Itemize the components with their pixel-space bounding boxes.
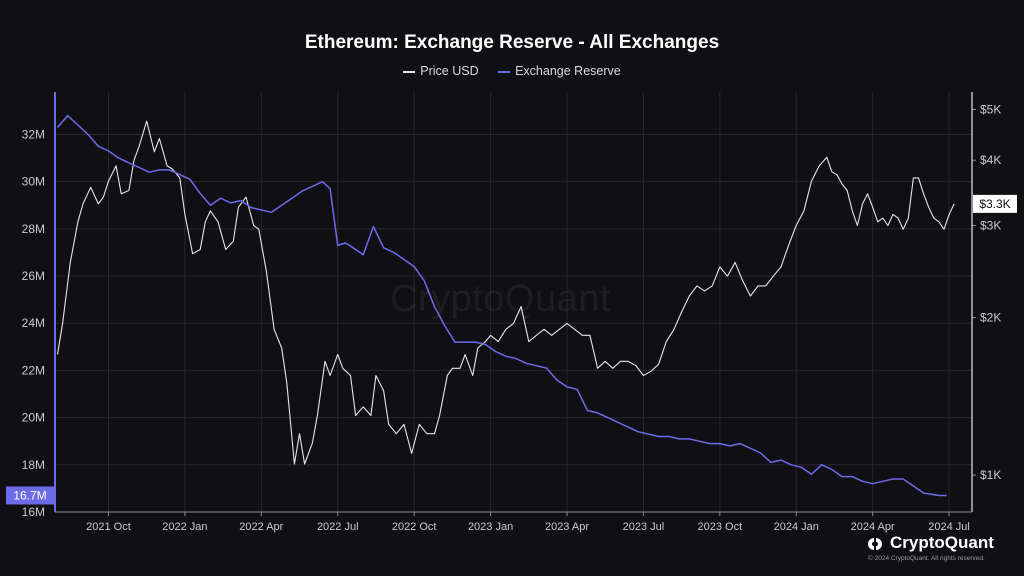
- brand-name: CryptoQuant: [890, 533, 994, 552]
- left-tick-label: 30M: [22, 175, 45, 189]
- x-tick-label: 2023 Apr: [545, 521, 589, 533]
- x-tick-label: 2023 Jan: [468, 521, 513, 533]
- x-tick-label: 2022 Jan: [162, 521, 207, 533]
- watermark: CryptoQuant: [390, 278, 611, 320]
- left-current-badge: [6, 486, 54, 505]
- x-tick-label: 2022 Apr: [239, 521, 283, 533]
- legend-item-price[interactable]: Price USD: [403, 64, 479, 78]
- left-tick-label: 16M: [22, 505, 45, 519]
- legend-label-reserve: Exchange Reserve: [515, 64, 621, 78]
- right-axis-ticks: $1K $2K $3K $4K $5K: [972, 102, 1001, 482]
- left-tick-label: 28M: [22, 222, 45, 236]
- brand-logo: CryptoQuant: [866, 533, 994, 553]
- x-tick-label: 2023 Oct: [698, 521, 743, 533]
- left-tick-label: 20M: [22, 411, 45, 425]
- copyright-text: © 2024 CryptoQuant. All rights reserved.: [868, 555, 985, 562]
- value-badges: 16.7M $3.3K: [6, 194, 1017, 505]
- axes-layer: [54, 92, 973, 513]
- x-tick-label: 2024 Apr: [851, 521, 895, 533]
- legend-swatch-reserve: [498, 70, 511, 73]
- right-tick-label: $1K: [980, 468, 1001, 482]
- x-tick-label: 2022 Oct: [392, 521, 437, 533]
- x-tick-label: 2024 Jan: [774, 521, 819, 533]
- left-current-label: 16.7M: [13, 488, 46, 502]
- legend: Price USD Exchange Reserve: [0, 64, 1024, 78]
- x-tick-label: 2021 Oct: [86, 521, 131, 533]
- x-axis-ticks: 2021 Oct 2022 Jan 2022 Apr 2022 Jul 2022 Oct…: [86, 512, 970, 533]
- series-line-price: [56, 120, 955, 465]
- legend-item-reserve[interactable]: Exchange Reserve: [498, 64, 621, 78]
- chart-title: Ethereum: Exchange Reserve - All Exchang…: [304, 32, 720, 53]
- right-tick-label: $4K: [980, 153, 1001, 167]
- left-tick-label: 24M: [22, 316, 45, 330]
- x-tick-label: 2023 Jul: [623, 521, 665, 533]
- right-tick-label: $5K: [980, 102, 1001, 116]
- left-tick-label: 32M: [22, 127, 45, 141]
- right-current-label: $3.3K: [979, 197, 1010, 211]
- left-axis-ticks: 16M 18M 20M 22M 24M 26M 28M 30M 32M: [22, 127, 45, 519]
- cryptoquant-logo-icon: [868, 537, 882, 550]
- right-tick-label: $2K: [980, 311, 1001, 325]
- left-tick-label: 18M: [22, 458, 45, 472]
- right-tick-label: $3K: [980, 219, 1001, 233]
- legend-swatch-price: [403, 70, 416, 73]
- x-tick-label: 2022 Jul: [317, 521, 359, 533]
- series-layer: [56, 114, 955, 497]
- right-current-badge: [973, 194, 1017, 213]
- legend-label-price: Price USD: [420, 64, 479, 78]
- series-line-exchange-reserve: [56, 114, 947, 497]
- x-tick-label: 2024 Jul: [928, 521, 970, 533]
- left-tick-label: 22M: [22, 363, 45, 377]
- left-tick-label: 26M: [22, 269, 45, 283]
